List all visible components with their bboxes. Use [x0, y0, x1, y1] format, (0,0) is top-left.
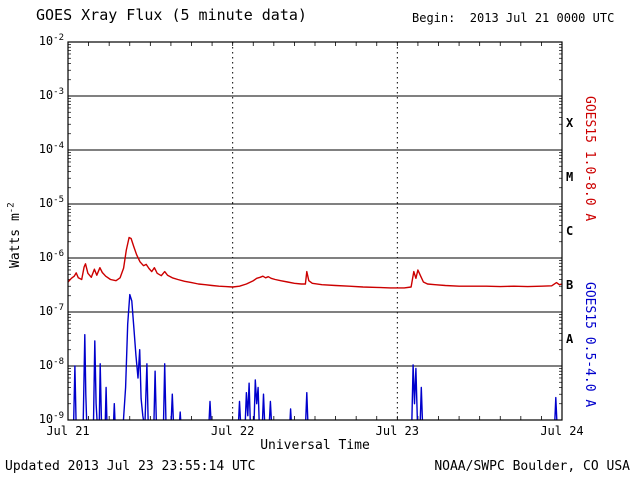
page-title: GOES Xray Flux (5 minute data) — [36, 6, 307, 24]
y-tick-label: 10-2 — [38, 33, 64, 49]
x-tick-label: Jul 23 — [375, 424, 419, 438]
y-tick-label: 10-4 — [38, 141, 64, 157]
x-tick-label: Jul 21 — [46, 424, 90, 438]
flare-class-label: A — [566, 332, 574, 346]
credit-label: NOAA/SWPC Boulder, CO USA — [434, 459, 630, 474]
right-axis-label-long-wavelength: GOES15 1.0-8.0 A — [582, 96, 597, 222]
begin-time-label: Begin: 2013 Jul 21 0000 UTC — [412, 11, 615, 25]
y-tick-label: 10-7 — [38, 303, 64, 319]
x-tick-label: Jul 22 — [210, 424, 255, 438]
right-axis-label-short-wavelength: GOES15 0.5-4.0 A — [582, 282, 597, 408]
y-tick-label: 10-5 — [38, 195, 64, 211]
x-tick-label: Jul 24 — [540, 424, 584, 438]
flare-class-label: B — [566, 278, 574, 292]
flare-class-label: C — [566, 224, 574, 238]
y-tick-label: 10-3 — [38, 87, 64, 103]
x-axis-label: Universal Time — [260, 438, 370, 453]
y-tick-label: 10-9 — [38, 411, 64, 427]
y-tick-label: 10-6 — [38, 249, 64, 265]
y-axis-label-exponent: -2 — [6, 202, 17, 214]
y-tick-label: 10-8 — [38, 357, 64, 373]
flare-class-label: M — [566, 170, 574, 184]
updated-timestamp: Updated 2013 Jul 23 23:55:14 UTC — [5, 459, 256, 474]
flare-class-label: X — [566, 116, 574, 130]
